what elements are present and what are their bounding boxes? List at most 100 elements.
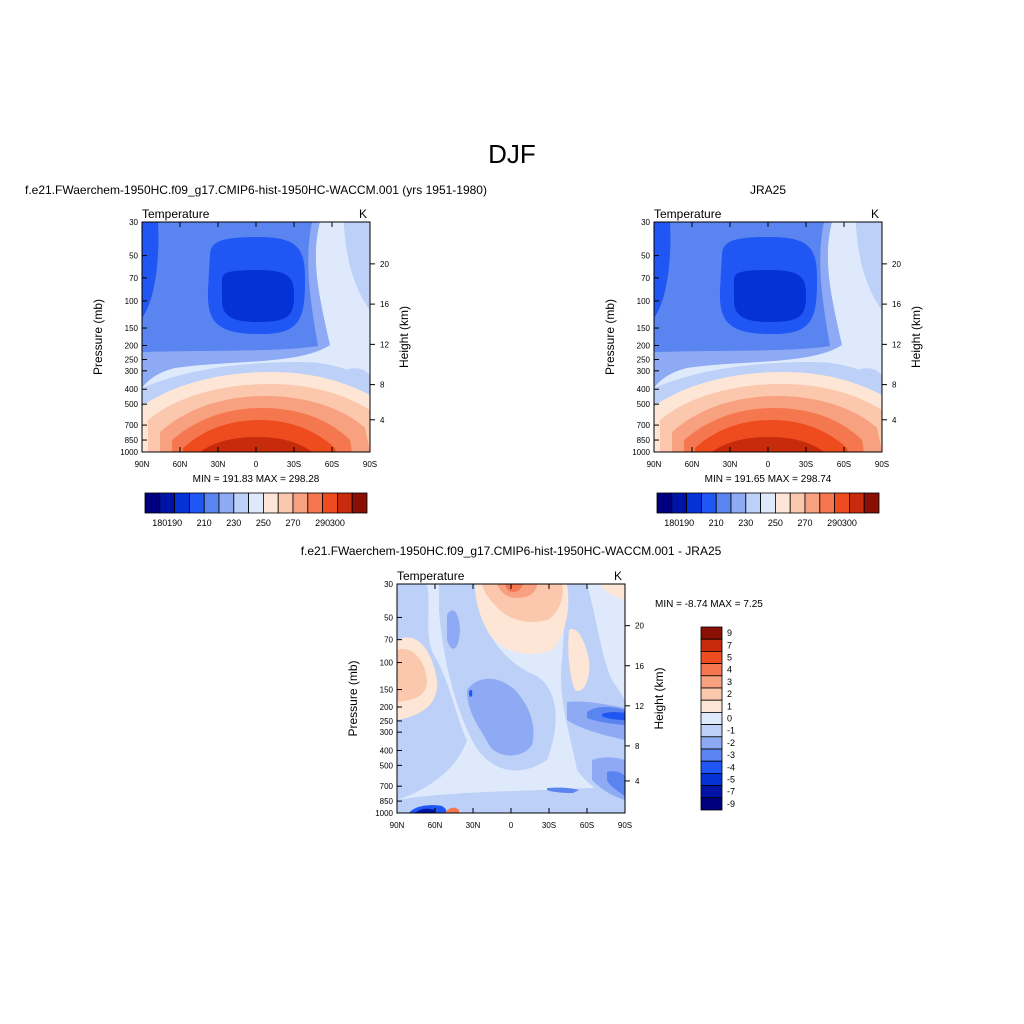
y2-tick-label: 8	[380, 381, 385, 390]
y2-tick-label: 16	[635, 662, 644, 671]
x-tick-label: 60N	[428, 821, 443, 830]
diff-case-title: f.e21.FWaerchem-1950HC.f09_g17.CMIP6-his…	[301, 544, 722, 558]
y2-tick-label: 12	[892, 340, 901, 349]
colorbar-label: 290	[827, 518, 842, 528]
obs-case-title: JRA25	[750, 183, 786, 197]
y-tick-label: 250	[637, 356, 651, 365]
colorbar-swatch	[700, 638, 723, 652]
y-tick-label: 1000	[632, 448, 650, 457]
min-max-stats: MIN = -8.74 MAX = 7.25	[655, 599, 763, 610]
colorbar-swatch	[819, 492, 835, 514]
colorbar-label: 250	[256, 518, 271, 528]
colorbar-swatch	[700, 748, 723, 762]
y-tick-label: 100	[637, 297, 651, 306]
model-case-title: f.e21.FWaerchem-1950HC.f09_g17.CMIP6-his…	[25, 183, 487, 197]
x-tick-label: 60S	[837, 460, 851, 469]
colorbar-swatch	[686, 492, 702, 514]
y-tick-label: 250	[380, 717, 394, 726]
y-tick-label: 500	[380, 761, 394, 770]
x-tick-label: 90S	[363, 460, 377, 469]
y2-tick-label: 20	[380, 260, 389, 269]
colorbar-label: 300	[330, 518, 345, 528]
colorbar-label: 300	[842, 518, 857, 528]
colorbar-label: 190	[167, 518, 182, 528]
x-tick-label: 60S	[580, 821, 594, 830]
y-axis-label: Pressure (mb)	[91, 299, 105, 375]
colorbar-label: 250	[768, 518, 783, 528]
model-axes: 30 50 70 100 150 200 250 300 400 500 700 850 1000 20 1…	[91, 207, 411, 485]
colorbar-label: -7	[727, 787, 735, 797]
contour-fill	[200, 437, 312, 452]
contour-fill	[467, 678, 534, 756]
colorbar-label: 230	[738, 518, 753, 528]
colorbar-swatch	[700, 760, 723, 774]
colorbar-label: 0	[727, 714, 732, 724]
colorbar-swatch	[292, 492, 309, 514]
y-tick-label: 70	[641, 274, 650, 283]
x-tick-label: 90S	[618, 821, 632, 830]
colorbar-label: -3	[727, 750, 735, 760]
y-tick-label: 200	[125, 342, 139, 351]
colorbar-swatch	[700, 736, 723, 750]
contour-fill	[712, 437, 824, 452]
y-tick-label: 500	[125, 400, 139, 409]
y-tick-label: 850	[125, 436, 139, 445]
colorbar-swatch	[775, 492, 791, 514]
y-tick-label: 30	[129, 218, 138, 227]
colorbar-swatch	[203, 492, 220, 514]
obs-axes: 30 50 70 100 150 200 250 300 400 500 700 850 1000 20 1…	[603, 207, 923, 485]
y-tick-label: 70	[384, 636, 393, 645]
colorbar-swatch	[336, 492, 353, 514]
x-tick-label: 60S	[325, 460, 339, 469]
colorbar-label: 180	[152, 518, 167, 528]
y2-tick-label: 4	[635, 777, 640, 786]
y-tick-label: 700	[125, 421, 139, 430]
colorbar-swatch	[700, 797, 723, 811]
colorbar-label: 210	[709, 518, 724, 528]
colorbar-swatch	[174, 492, 190, 514]
colorbar-label: 270	[285, 518, 300, 528]
y-tick-label: 300	[637, 367, 651, 376]
colorbar-swatch	[700, 724, 723, 738]
y-tick-label: 850	[380, 797, 394, 806]
colorbar-label: 2	[727, 689, 732, 699]
y-tick-label: 200	[380, 703, 394, 712]
y-tick-label: 500	[637, 400, 651, 409]
colorbar-swatch	[700, 663, 723, 677]
x-tick-label: 90N	[390, 821, 405, 830]
colorbar-swatch	[834, 492, 850, 514]
x-tick-label: 90N	[647, 460, 662, 469]
y-tick-label: 850	[637, 436, 651, 445]
y2-tick-label: 20	[892, 260, 901, 269]
y-tick-label: 400	[380, 746, 394, 755]
contour-fill	[857, 368, 882, 380]
y2-axis-label: Height (km)	[397, 306, 411, 368]
y-tick-label: 100	[125, 297, 139, 306]
colorbar-swatch	[700, 651, 723, 665]
colorbar-swatch	[789, 492, 806, 514]
contour-fill	[602, 712, 625, 720]
y-tick-label: 700	[637, 421, 651, 430]
colorbar-swatch	[277, 492, 294, 514]
colorbar-swatch	[233, 492, 250, 514]
contour-fill	[654, 222, 671, 318]
contour-fill	[142, 222, 159, 318]
contour-fill	[482, 584, 563, 622]
colorbar-swatch	[351, 492, 368, 514]
y2-tick-label: 4	[892, 416, 897, 425]
x-tick-label: 0	[509, 821, 514, 830]
x-tick-label: 30S	[542, 821, 556, 830]
y2-tick-label: 20	[635, 622, 644, 631]
obs-contour-field	[654, 222, 882, 452]
model-panel	[142, 222, 370, 452]
x-tick-label: 30N	[211, 460, 226, 469]
contour-fill	[222, 270, 294, 322]
colorbar-swatch	[700, 626, 723, 640]
colorbar-label: 5	[727, 653, 732, 663]
y2-tick-label: 8	[892, 381, 897, 390]
y-tick-label: 50	[641, 252, 650, 261]
diff-contour-field	[397, 584, 625, 813]
x-tick-label: 30N	[723, 460, 738, 469]
model-colorbar: 180 190 210 230 250 270 290 300	[144, 492, 368, 528]
